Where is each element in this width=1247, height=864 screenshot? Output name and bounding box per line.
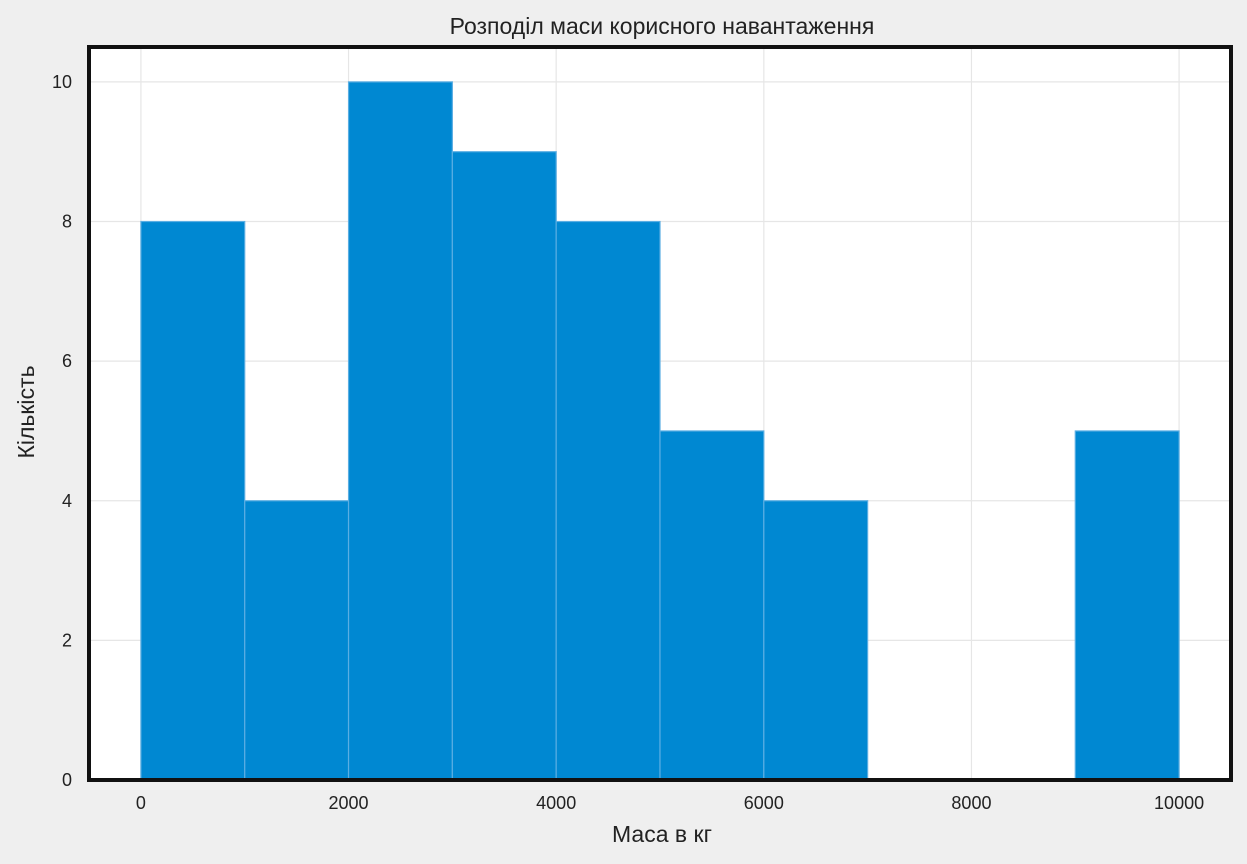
chart-title: Розподіл маси корисного навантаження [450,13,875,39]
histogram-bar-6000-7000 [763,500,869,781]
y-tick-labels: 0 2 4 6 8 10 [52,72,72,790]
y-tick-label: 0 [62,770,72,790]
bars [140,81,1180,781]
x-tick-label: 6000 [744,793,784,813]
y-tick-label: 2 [62,630,72,650]
y-tick-label: 6 [62,351,72,371]
x-tick-label: 0 [136,793,146,813]
x-tick-labels: 0 2000 4000 6000 8000 10000 [136,793,1204,813]
x-axis-label: Маса в кг [612,821,712,847]
x-tick-label: 10000 [1154,793,1204,813]
histogram-bar-1000-2000 [244,500,350,781]
x-tick-label: 2000 [329,793,369,813]
histogram-bar-0-1000 [140,220,246,781]
x-tick-label: 8000 [951,793,991,813]
histogram-bar-4000-5000 [555,220,661,781]
y-tick-label: 10 [52,72,72,92]
y-axis-label: Кількість [13,365,39,458]
histogram-bar-2000-3000 [347,81,453,781]
y-tick-label: 8 [62,212,72,232]
x-tick-label: 4000 [536,793,576,813]
y-tick-label: 4 [62,491,72,511]
plot-frame [87,45,1233,782]
histogram-bar-3000-4000 [451,151,557,781]
histogram-bar-9000-10000 [1074,430,1180,781]
histogram-bar-5000-6000 [659,430,765,781]
